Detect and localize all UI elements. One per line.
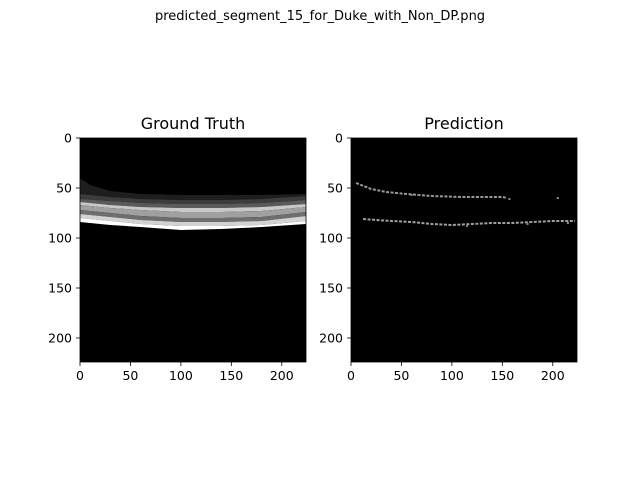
panel-title: Ground Truth <box>141 114 246 133</box>
y-tick-label: 0 <box>64 131 72 146</box>
y-tick-label: 100 <box>48 231 72 246</box>
x-tick-label: 50 <box>393 368 409 383</box>
layer-band-1 <box>80 194 306 204</box>
y-tick-label: 100 <box>319 231 343 246</box>
layer-band-6 <box>80 214 306 226</box>
prediction-speck-5 <box>566 222 569 224</box>
image-content <box>80 178 306 230</box>
prediction-speck-4 <box>526 223 529 225</box>
layer-band-0 <box>80 178 306 200</box>
x-tick-label: 0 <box>76 368 84 383</box>
prediction-speck-1 <box>508 198 511 200</box>
layer-band-5 <box>80 210 306 222</box>
layer-band-3 <box>80 202 306 212</box>
predicted-boundary-0 <box>355 182 508 199</box>
x-tick-label: 100 <box>440 368 464 383</box>
image-background <box>80 138 306 362</box>
figure-suptitle: predicted_segment_15_for_Duke_with_Non_D… <box>155 9 485 24</box>
axes-frame <box>79 137 307 363</box>
y-tick-label: 0 <box>335 131 343 146</box>
y-tick-label: 50 <box>56 181 72 196</box>
layer-band-4 <box>80 205 306 218</box>
y-tick-label: 200 <box>319 331 343 346</box>
layer-band-7 <box>80 218 306 230</box>
y-tick-label: 50 <box>327 181 343 196</box>
ground-truth-panel: Ground Truth 0 50 100 150 200 0 50 100 150 200 <box>48 114 307 383</box>
axes-frame <box>350 137 578 363</box>
prediction-panel: Prediction 0 50 100 150 200 0 50 100 150 200 <box>319 114 578 383</box>
prediction-speck-0 <box>556 197 559 199</box>
y-tick-label: 150 <box>48 281 72 296</box>
x-tick-label: 150 <box>219 368 243 383</box>
y-tick-label: 150 <box>319 281 343 296</box>
image-content <box>355 182 575 227</box>
x-tick-label: 150 <box>490 368 514 383</box>
panel-title: Prediction <box>424 114 503 133</box>
x-tick-label: 0 <box>347 368 355 383</box>
prediction-speck-3 <box>466 225 469 227</box>
x-tick-label: 100 <box>169 368 193 383</box>
x-tick-label: 200 <box>270 368 294 383</box>
y-tick-label: 200 <box>48 331 72 346</box>
predicted-boundary-1 <box>363 218 575 227</box>
x-tick-label: 200 <box>541 368 565 383</box>
image-background <box>351 138 577 362</box>
prediction-speck-2 <box>410 194 413 196</box>
x-tick-label: 50 <box>122 368 138 383</box>
layer-band-2 <box>80 199 306 208</box>
